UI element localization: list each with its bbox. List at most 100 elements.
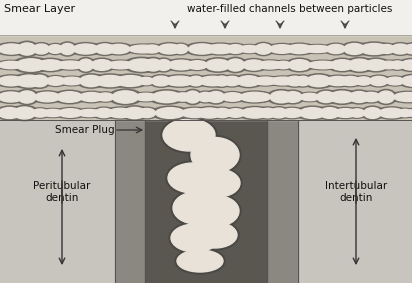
Ellipse shape — [304, 60, 342, 70]
Ellipse shape — [365, 60, 387, 70]
Ellipse shape — [256, 107, 279, 119]
Ellipse shape — [331, 107, 360, 119]
Ellipse shape — [253, 42, 274, 56]
Ellipse shape — [375, 107, 408, 119]
Ellipse shape — [173, 44, 188, 53]
Ellipse shape — [212, 75, 232, 87]
Ellipse shape — [219, 91, 246, 102]
Ellipse shape — [185, 91, 200, 103]
Ellipse shape — [407, 109, 412, 117]
Ellipse shape — [197, 92, 214, 102]
Text: water-filled channels between particles: water-filled channels between particles — [187, 4, 393, 14]
Ellipse shape — [283, 75, 306, 87]
Ellipse shape — [281, 90, 304, 104]
Ellipse shape — [378, 91, 394, 103]
Ellipse shape — [191, 138, 239, 173]
Ellipse shape — [127, 59, 155, 71]
Ellipse shape — [177, 107, 212, 119]
Ellipse shape — [169, 60, 194, 70]
Ellipse shape — [257, 61, 283, 69]
Ellipse shape — [76, 57, 95, 72]
Ellipse shape — [350, 109, 365, 117]
Ellipse shape — [213, 108, 231, 118]
Ellipse shape — [400, 43, 412, 55]
Ellipse shape — [361, 106, 384, 120]
Ellipse shape — [144, 45, 160, 53]
Ellipse shape — [378, 61, 399, 69]
Ellipse shape — [214, 76, 229, 86]
Ellipse shape — [35, 92, 60, 102]
Ellipse shape — [273, 60, 293, 70]
Ellipse shape — [286, 58, 314, 72]
Ellipse shape — [360, 44, 388, 54]
Ellipse shape — [195, 75, 231, 87]
Ellipse shape — [278, 107, 306, 119]
Ellipse shape — [255, 44, 272, 54]
Ellipse shape — [379, 108, 404, 118]
Ellipse shape — [362, 58, 391, 72]
Ellipse shape — [253, 77, 277, 85]
Ellipse shape — [171, 224, 219, 252]
Ellipse shape — [225, 43, 246, 55]
Ellipse shape — [317, 91, 335, 102]
Ellipse shape — [281, 108, 303, 117]
Ellipse shape — [108, 108, 133, 118]
Ellipse shape — [375, 60, 402, 70]
Ellipse shape — [348, 59, 371, 71]
Ellipse shape — [32, 109, 48, 117]
Ellipse shape — [206, 44, 234, 54]
Ellipse shape — [202, 58, 234, 72]
Ellipse shape — [177, 250, 223, 272]
Ellipse shape — [0, 91, 27, 103]
Ellipse shape — [239, 46, 260, 53]
Ellipse shape — [253, 60, 286, 70]
Ellipse shape — [58, 42, 77, 56]
Ellipse shape — [95, 44, 115, 54]
Ellipse shape — [80, 93, 103, 102]
Ellipse shape — [395, 108, 412, 118]
Ellipse shape — [189, 136, 241, 175]
Ellipse shape — [12, 57, 50, 73]
Ellipse shape — [325, 76, 351, 85]
Ellipse shape — [169, 92, 197, 102]
Ellipse shape — [359, 91, 383, 103]
Ellipse shape — [44, 76, 68, 87]
Ellipse shape — [129, 45, 158, 53]
Ellipse shape — [347, 108, 367, 118]
Ellipse shape — [269, 45, 294, 53]
Ellipse shape — [258, 108, 277, 118]
Ellipse shape — [173, 192, 219, 224]
Ellipse shape — [166, 161, 220, 195]
Ellipse shape — [284, 92, 302, 102]
Ellipse shape — [227, 45, 244, 53]
Ellipse shape — [149, 75, 173, 87]
Bar — [0, 35, 412, 120]
Ellipse shape — [340, 76, 360, 85]
Ellipse shape — [206, 59, 230, 71]
Ellipse shape — [195, 91, 216, 103]
Ellipse shape — [224, 57, 247, 73]
Ellipse shape — [207, 91, 225, 102]
Ellipse shape — [303, 46, 331, 53]
Ellipse shape — [76, 91, 107, 103]
Ellipse shape — [96, 76, 124, 87]
Ellipse shape — [135, 93, 157, 101]
Ellipse shape — [389, 43, 412, 55]
Ellipse shape — [77, 110, 101, 117]
Ellipse shape — [123, 107, 146, 119]
Ellipse shape — [197, 108, 222, 118]
Ellipse shape — [55, 108, 86, 119]
Ellipse shape — [187, 61, 208, 69]
Ellipse shape — [56, 61, 84, 69]
Ellipse shape — [236, 44, 262, 53]
Ellipse shape — [308, 61, 337, 69]
Ellipse shape — [188, 44, 215, 54]
Ellipse shape — [346, 90, 372, 104]
Ellipse shape — [391, 44, 410, 54]
Ellipse shape — [237, 76, 260, 86]
Ellipse shape — [266, 76, 300, 86]
Ellipse shape — [202, 43, 239, 55]
Ellipse shape — [163, 119, 215, 151]
Ellipse shape — [46, 43, 65, 55]
Ellipse shape — [175, 248, 225, 274]
